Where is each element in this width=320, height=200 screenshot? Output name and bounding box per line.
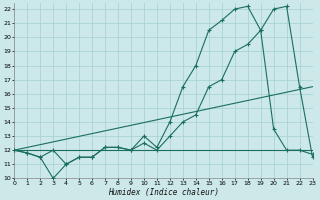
X-axis label: Humidex (Indice chaleur): Humidex (Indice chaleur) bbox=[108, 188, 219, 197]
